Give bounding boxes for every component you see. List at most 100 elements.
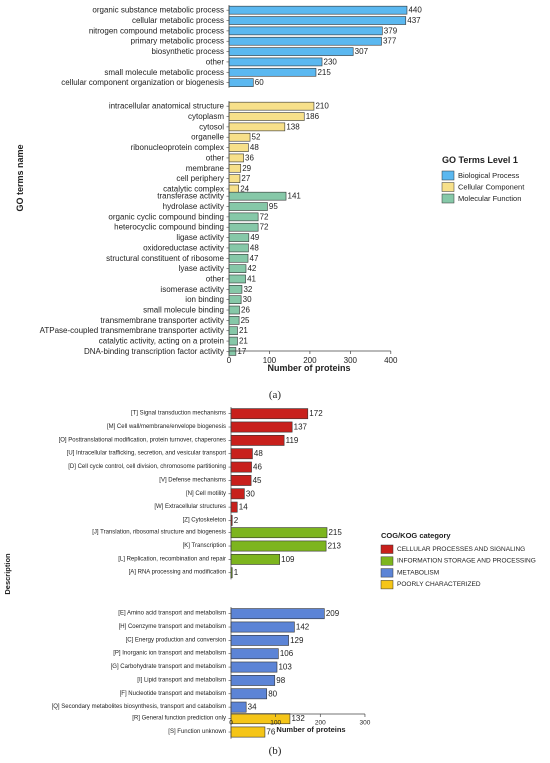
panel-a-value-label: 230 xyxy=(324,57,338,66)
panel-a-category-label: cell periphery xyxy=(176,174,224,183)
panel-b-value-label: 106 xyxy=(280,649,294,658)
panel-b-bar xyxy=(230,421,293,433)
panel-b-x-tick-label: 0 xyxy=(229,720,233,727)
panel-b-bar xyxy=(230,488,245,500)
panel-a-category-label: other xyxy=(206,274,225,283)
panel-b-value-label: 2 xyxy=(234,516,239,525)
panel-a-value-label: 215 xyxy=(317,68,331,77)
panel-a-value-label: 21 xyxy=(239,326,248,335)
panel-a-category-label: cytosol xyxy=(199,122,224,131)
panel-a-value-label: 186 xyxy=(306,112,320,121)
panel-a-bar xyxy=(228,326,238,336)
panel-b-x-axis-title: Number of proteins xyxy=(276,725,345,734)
panel-a-bar xyxy=(228,212,259,222)
panel-a-category-label: catalytic activity, acting on a protein xyxy=(99,337,224,346)
panel-b-value-label: 142 xyxy=(296,623,310,632)
panel-a-bar xyxy=(228,132,251,142)
panel-b-category-label: [K] Transcription xyxy=(183,543,226,549)
panel-b-category-label: [T] Signal transduction mechanisms xyxy=(131,411,226,417)
panel-b-value-label: 129 xyxy=(290,636,304,645)
panel-a-value-label: 210 xyxy=(315,102,329,111)
panel-a-value-label: 141 xyxy=(288,192,302,201)
panel-a-category-label: DNA-binding transcription factor activit… xyxy=(84,347,224,356)
panel-b-category-label: [Q] Secondary metabolites biosynthesis, … xyxy=(52,704,226,710)
panel-b-value-label: 34 xyxy=(248,703,257,712)
panel-a-value-label: 52 xyxy=(252,133,261,142)
panel-a-category-label: cellular component organization or bioge… xyxy=(61,78,224,87)
panel-a-value-label: 47 xyxy=(250,254,259,263)
panel-b-bar xyxy=(230,608,325,620)
panel-a-bar xyxy=(228,202,268,211)
panel-a-category-label: cellular metabolic process xyxy=(132,16,224,25)
panel-b-panel-label: (b) xyxy=(269,745,282,757)
panel-a-x-tick-label: 300 xyxy=(344,356,358,365)
panel-a-legend-swatch xyxy=(441,182,455,192)
panel-b-value-label: 209 xyxy=(326,609,340,618)
panel-a-category-label: ribonucleoprotein complex xyxy=(131,143,224,152)
panel-a-value-label: 72 xyxy=(260,223,269,232)
panel-a-value-label: 30 xyxy=(243,295,252,304)
panel-a-category-label: transmembrane transporter activity xyxy=(100,316,224,325)
panel-b-y-axis-title: Description xyxy=(3,553,12,595)
panel-a-x-tick-label: 200 xyxy=(303,356,317,365)
panel-a-bar xyxy=(228,101,315,111)
panel-b-bar xyxy=(230,621,295,633)
panel-b-x-tick-label: 200 xyxy=(315,720,326,727)
panel-b-value-label: 109 xyxy=(281,555,295,564)
panel-a-category-label: biosynthetic process xyxy=(152,47,224,56)
panel-b-category-label: [C] Energy production and conversion xyxy=(126,637,226,643)
panel-a-legend-swatch xyxy=(441,193,455,204)
panel-a-x-tick-label: 0 xyxy=(227,356,232,365)
panel-b-bar xyxy=(230,501,238,513)
panel-b-bar xyxy=(230,675,276,686)
panel-b-category-label: [S] Function unknown xyxy=(168,729,226,735)
panel-a-bar xyxy=(228,316,240,325)
panel-a-category-label: cytoplasm xyxy=(188,112,224,121)
panel-b-value-label: 30 xyxy=(246,489,255,498)
panel-a-bar xyxy=(228,5,408,15)
panel-a-panel-label: (a) xyxy=(269,389,282,401)
panel-a-value-label: 26 xyxy=(241,306,250,315)
panel-a-bar xyxy=(228,274,246,284)
panel-b-value-label: 172 xyxy=(309,409,323,418)
panel-b-category-label: [M] Cell wall/membrane/envelope biogenes… xyxy=(107,424,226,430)
panel-a-bar xyxy=(228,16,407,25)
panel-a-value-label: 41 xyxy=(247,274,256,283)
panel-a-bar xyxy=(228,163,242,173)
panel-b-category-label: [N] Cell motility xyxy=(186,491,226,497)
panel-a-legend-title: GO Terms Level 1 xyxy=(442,155,518,165)
panel-b-legend-label: CELLULAR PROCESSES AND SIGNALING xyxy=(397,546,525,553)
panel-b-bar xyxy=(230,648,279,660)
panel-a-value-label: 49 xyxy=(250,233,259,242)
panel-a-bar xyxy=(228,122,286,132)
panel-b-legend-swatch xyxy=(380,568,394,578)
panel-b-value-label: 1 xyxy=(234,568,239,577)
panel-a-category-label: small molecule binding xyxy=(143,306,224,315)
panel-a-bar xyxy=(228,143,249,152)
panel-a-legend-swatch xyxy=(441,170,455,181)
panel-a-value-label: 17 xyxy=(237,347,246,356)
panel-a-value-label: 29 xyxy=(242,164,251,173)
panel-b-bar xyxy=(230,461,252,473)
panel-a-bar xyxy=(228,243,249,253)
panel-a-bar xyxy=(228,174,241,183)
panel-b-bar xyxy=(230,434,285,446)
panel-b-x-tick-label: 300 xyxy=(360,720,371,727)
panel-a-category-label: catalytic complex xyxy=(163,184,224,193)
panel-b-category-label: [J] Translation, ribosomal structure and… xyxy=(92,530,226,536)
panel-b-category-label: [G] Carbohydrate transport and metabolis… xyxy=(111,664,226,670)
panel-b-x-tick-label: 100 xyxy=(270,720,281,727)
panel-a-bar xyxy=(228,112,305,121)
panel-a-value-label: 95 xyxy=(269,202,278,211)
panel-a-category-label: heterocyclic compound binding xyxy=(114,223,224,232)
panel-b-legend-label: INFORMATION STORAGE AND PROCESSING xyxy=(397,558,536,565)
panel-a-category-label: ligase activity xyxy=(176,233,224,242)
panel-a-category-label: oxidoreductase activity xyxy=(143,243,224,252)
panel-a-value-label: 60 xyxy=(255,78,264,87)
panel-a-value-label: 25 xyxy=(241,316,250,325)
panel-a-category-label: ATPase-coupled transmembrane transporter… xyxy=(40,326,224,335)
panel-b-category-label: [D] Cell cycle control, cell division, c… xyxy=(68,464,226,470)
panel-a-bar xyxy=(228,191,287,201)
panel-a-bar xyxy=(228,285,243,294)
